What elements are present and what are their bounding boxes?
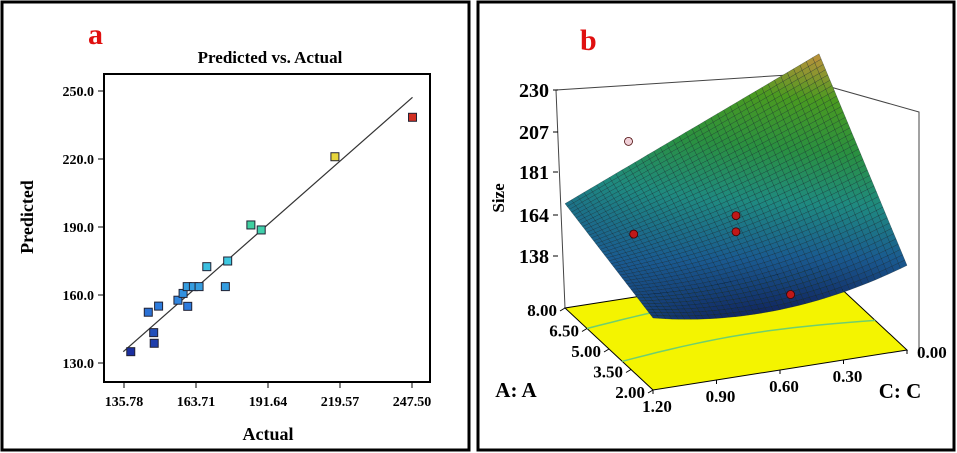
x-axis-label: Actual	[243, 424, 294, 444]
panel-b-label: b	[580, 24, 597, 57]
design-point	[786, 290, 795, 299]
c-tick-label: 0.00	[917, 343, 947, 362]
c-axis-label: C: C	[879, 379, 922, 403]
a-tick-label: 3.50	[593, 363, 623, 382]
data-point	[220, 282, 230, 292]
a-tick-label: 6.50	[549, 322, 579, 341]
z-tick-label: 230	[519, 80, 549, 102]
design-point	[731, 211, 741, 221]
x-tick-label: 163.71	[177, 395, 216, 410]
c-tick-label: 0.30	[833, 367, 863, 386]
data-point	[256, 225, 266, 235]
a-tick-label: 5.00	[571, 342, 601, 361]
z-tick-label: 207	[519, 122, 549, 144]
scatter-layer: 135.78 163.71 191.64 219.57 247.50 130.0 160.0…	[63, 85, 432, 410]
data-point	[202, 262, 212, 272]
data-point	[223, 256, 233, 266]
a-tick	[559, 307, 566, 312]
data-point	[194, 282, 204, 292]
a-tick	[581, 328, 588, 332]
y-tick-label: 160.0	[63, 289, 95, 304]
data-point	[173, 295, 183, 305]
x-tick-label: 191.64	[249, 395, 288, 410]
z-tick-label: 181	[519, 162, 549, 184]
c-tick-label: 0.90	[706, 387, 736, 406]
a-tick-label: 2.00	[615, 383, 645, 402]
data-point	[246, 220, 256, 230]
panel-b-border	[476, 0, 956, 452]
surface-cell	[898, 259, 908, 269]
z-tick-label: 164	[519, 205, 549, 227]
data-point	[183, 301, 193, 311]
data-point	[149, 328, 159, 338]
y-tick-label: 130.0	[63, 357, 95, 372]
chart-title: Predicted vs. Actual	[198, 48, 343, 67]
c-tick-label: 1.20	[642, 397, 672, 416]
y-tick-label: 220.0	[63, 153, 95, 168]
data-point	[143, 307, 153, 317]
z-axis-label: Size	[489, 183, 508, 213]
contour-line	[622, 319, 876, 363]
x-tick-label: 247.50	[393, 395, 432, 410]
a-axis-label: A: A	[495, 378, 537, 402]
fit-line	[122, 96, 413, 353]
surface-layer: 138 164 181 207 230 2.003.50 5.006.50 8.00 1.20 0…	[519, 53, 947, 416]
a-tick-label: 8.00	[527, 301, 557, 320]
x-tick-label: 219.57	[321, 395, 360, 410]
data-point	[408, 112, 418, 122]
z-tick-label: 138	[519, 246, 549, 268]
design-point	[731, 227, 741, 237]
panel-a-border	[0, 0, 471, 452]
design-point	[629, 229, 639, 239]
panel-a-label: a	[88, 18, 103, 51]
plot-area	[103, 73, 431, 383]
design-point	[624, 136, 633, 146]
data-point	[149, 338, 159, 348]
data-point	[126, 347, 136, 357]
data-point	[330, 152, 340, 162]
a-tick	[647, 389, 654, 394]
y-axis-label: Predicted	[17, 180, 37, 254]
a-tick	[603, 348, 610, 353]
y-tick-label: 190.0	[63, 221, 95, 236]
data-point	[154, 301, 164, 311]
y-tick-label: 250.0	[63, 85, 95, 100]
c-tick-label: 0.60	[769, 377, 799, 396]
a-tick	[625, 369, 632, 373]
x-tick-label: 135.78	[105, 395, 144, 410]
